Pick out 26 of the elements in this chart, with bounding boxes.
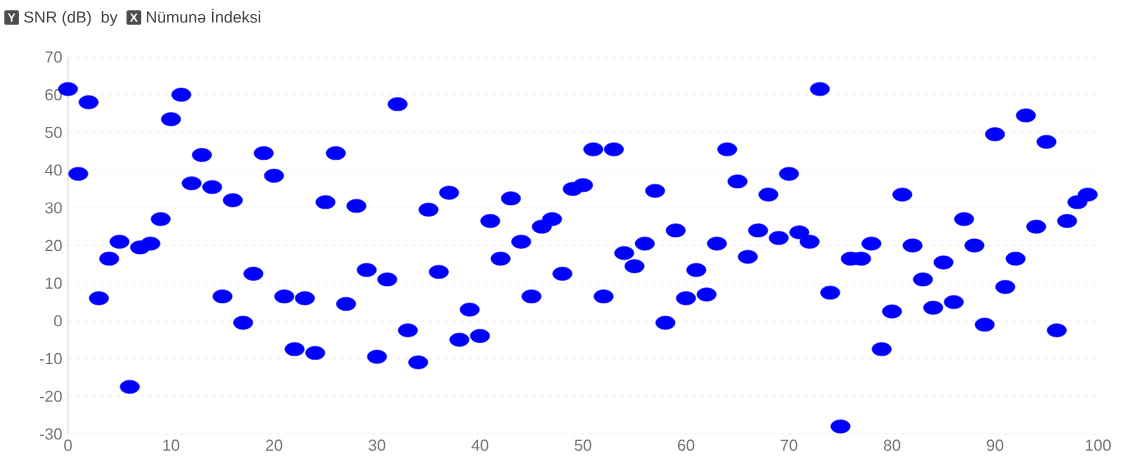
y-tick-label: -30 [39, 428, 62, 440]
x-tick-label: 20 [265, 439, 283, 451]
x-tick-label: 40 [471, 439, 489, 451]
text: Y [7, 13, 16, 22]
x-tick-label: 60 [677, 439, 695, 451]
y-tick-label: 40 [44, 164, 62, 176]
y-tick-label: -10 [39, 352, 62, 365]
y-tick-label: 0 [54, 315, 62, 327]
y-tick-label: 20 [45, 239, 62, 252]
y-tick-label: 10 [45, 277, 62, 289]
x-tick-label: 10 [163, 439, 180, 451]
x-axis-title: Nümunə İndeksi [146, 8, 261, 23]
y-tick-label: 50 [45, 126, 62, 139]
x-tick-label: 90 [986, 439, 1004, 451]
x-tick-label: 0 [64, 439, 72, 451]
text: X [129, 13, 138, 22]
x-tick-label: 70 [780, 439, 798, 451]
text: by [101, 11, 118, 26]
x-tick-label: 100 [1085, 439, 1111, 451]
y-axis-title: SNR (dB) [24, 11, 91, 26]
y-tick-label: 70 [45, 51, 62, 63]
y-tick-label: -20 [39, 390, 62, 402]
x-tick-label: 80 [883, 439, 901, 451]
y-tick-label: 30 [45, 202, 62, 214]
x-tick-label: 30 [368, 439, 386, 451]
x-tick-label: 50 [574, 439, 592, 451]
